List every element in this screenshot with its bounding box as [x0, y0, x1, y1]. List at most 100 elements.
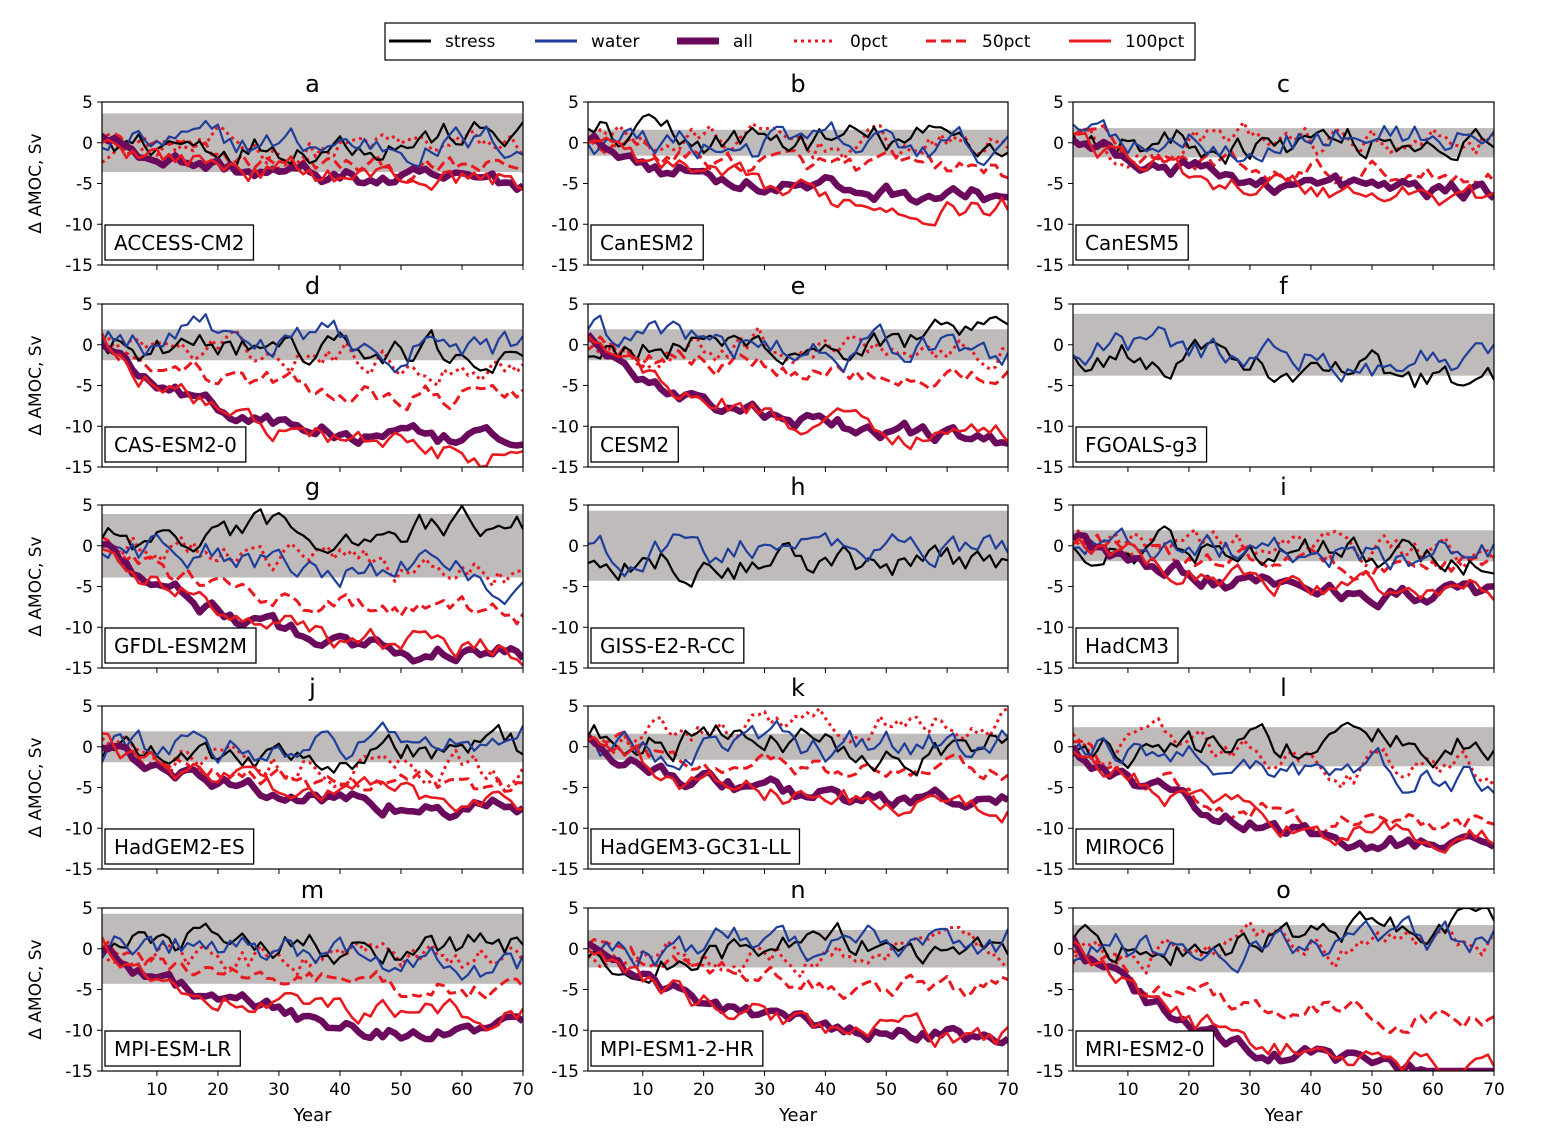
y-tick-label: -10 — [1036, 1021, 1064, 1041]
series-p0-line — [102, 329, 523, 387]
series-p50-line — [102, 132, 523, 183]
y-tick-label: -5 — [562, 779, 579, 799]
y-tick-label: -10 — [1036, 819, 1064, 839]
series-p50-line — [588, 135, 1008, 180]
y-tick-label: -10 — [65, 1021, 93, 1041]
y-tick-label: 0 — [82, 940, 93, 960]
y-axis-label: Δ AMOC, Sv — [26, 335, 46, 435]
model-label-box — [1075, 224, 1189, 261]
y-tick-label: -5 — [76, 377, 93, 397]
model-label: CanESM5 — [1085, 231, 1179, 255]
model-label: FGOALS-g3 — [1085, 433, 1198, 457]
variability-band — [588, 930, 1008, 968]
y-tick-label: 5 — [82, 697, 93, 717]
y-tick-label: 0 — [568, 738, 579, 758]
panel-f: 5 0 -5 -10 -15 f FGOALS-g3 — [1036, 272, 1495, 478]
y-tick-label: -10 — [65, 618, 93, 638]
y-tick-label: 0 — [82, 336, 93, 356]
panel-title: h — [790, 473, 805, 501]
y-tick-label: -15 — [551, 1062, 579, 1082]
y-tick-label: -15 — [65, 1062, 93, 1082]
panel-title: n — [790, 876, 805, 904]
series-stress-line — [102, 121, 523, 168]
series-group — [588, 532, 1008, 588]
series-group — [588, 922, 1008, 1048]
series-all-line — [102, 944, 523, 1043]
panel-l: 5 0 -5 -10 -15 l MIROC6 — [1036, 674, 1495, 880]
model-label-box — [1075, 1030, 1215, 1067]
model-label: MPI-ESM-LR — [114, 1037, 231, 1061]
y-tick-label: 5 — [1053, 295, 1064, 315]
series-all-line — [588, 332, 1008, 447]
series-p50-line — [588, 730, 1008, 781]
model-label: MRI-ESM2-0 — [1085, 1037, 1205, 1061]
legend-label-water: water — [591, 32, 639, 52]
y-tick-label: -5 — [562, 175, 579, 195]
series-group — [102, 313, 523, 467]
y-tick-label: -15 — [551, 458, 579, 478]
y-tick-label: -5 — [1047, 779, 1064, 799]
y-tick-label: -5 — [76, 578, 93, 598]
y-tick-label: 5 — [82, 93, 93, 113]
series-group — [102, 721, 523, 821]
y-tick-label: -10 — [65, 215, 93, 235]
y-tick-label: -10 — [551, 215, 579, 235]
series-p100-line — [1073, 537, 1494, 601]
y-axis-label: Δ AMOC, Sv — [26, 737, 46, 837]
panel-title: c — [1277, 70, 1290, 98]
panel-g: 5 0 -5 -10 -15 g GFDL-ESM2M Δ AMOC, Sv — [26, 473, 524, 679]
series-group — [1073, 525, 1494, 611]
model-label-box — [104, 828, 255, 865]
y-tick-label: 0 — [1053, 537, 1064, 557]
series-group — [1073, 119, 1494, 207]
x-tick-label: 70 — [1483, 1080, 1505, 1100]
series-p0-line — [588, 926, 1008, 979]
y-tick-label: -15 — [1036, 1062, 1064, 1082]
y-tick-label: -15 — [551, 860, 579, 880]
series-p50-line — [1073, 124, 1494, 185]
series-water-line — [588, 532, 1008, 578]
x-tick-label: 40 — [329, 1080, 351, 1100]
y-tick-label: -15 — [1036, 860, 1064, 880]
series-stress-line — [102, 329, 523, 374]
panel-b: 5 0 -5 -10 -15 b CanESM2 — [551, 70, 1009, 276]
panel-title: e — [791, 272, 806, 300]
series-p100-line — [1073, 750, 1494, 854]
x-tick-label: 70 — [997, 1080, 1019, 1100]
y-tick-label: 5 — [82, 295, 93, 315]
series-water-line — [102, 533, 523, 606]
series-stress-line — [588, 113, 1008, 158]
y-tick-label: 0 — [82, 738, 93, 758]
x-axis-label: Year — [1263, 1105, 1303, 1126]
x-tick-label: 40 — [1300, 1080, 1322, 1100]
series-p100-line — [102, 332, 523, 467]
series-group — [588, 113, 1008, 227]
series-p100-line — [102, 732, 523, 813]
y-tick-label: -15 — [65, 860, 93, 880]
series-p100-line — [102, 138, 523, 191]
series-group — [588, 314, 1008, 451]
series-water-line — [1073, 119, 1494, 163]
y-tick-label: -10 — [551, 618, 579, 638]
model-label: GISS-E2-R-CC — [600, 634, 735, 658]
series-stress-line — [588, 315, 1008, 366]
y-tick-label: -5 — [1047, 175, 1064, 195]
series-water-line — [102, 119, 523, 168]
series-water-line — [102, 935, 523, 981]
series-p50-line — [102, 535, 523, 626]
x-tick-label: 60 — [936, 1080, 958, 1100]
y-tick-label: 0 — [82, 134, 93, 154]
series-group — [102, 119, 523, 194]
legend-label-100pct: 100pct — [1125, 32, 1185, 52]
y-tick-label: -10 — [65, 417, 93, 437]
series-p100-line — [1073, 940, 1494, 1071]
x-tick-label: 20 — [693, 1080, 715, 1100]
y-tick-label: 5 — [568, 697, 579, 717]
y-tick-label: 5 — [1053, 496, 1064, 516]
series-water-line — [588, 121, 1008, 167]
panel-title: k — [791, 674, 805, 702]
series-group — [1073, 717, 1494, 854]
y-tick-label: -15 — [1036, 256, 1064, 276]
